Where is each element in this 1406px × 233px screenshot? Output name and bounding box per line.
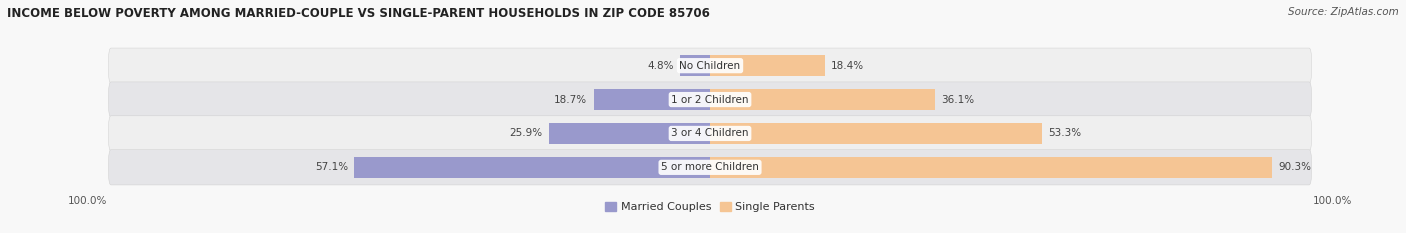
FancyBboxPatch shape xyxy=(108,48,1312,83)
Bar xyxy=(548,123,710,144)
Text: Source: ZipAtlas.com: Source: ZipAtlas.com xyxy=(1288,7,1399,17)
Text: 18.4%: 18.4% xyxy=(831,61,863,71)
Bar xyxy=(354,157,710,178)
Text: 18.7%: 18.7% xyxy=(554,95,588,105)
Text: 4.8%: 4.8% xyxy=(647,61,673,71)
Text: No Children: No Children xyxy=(679,61,741,71)
Text: INCOME BELOW POVERTY AMONG MARRIED-COUPLE VS SINGLE-PARENT HOUSEHOLDS IN ZIP COD: INCOME BELOW POVERTY AMONG MARRIED-COUPL… xyxy=(7,7,710,20)
Text: 1 or 2 Children: 1 or 2 Children xyxy=(671,95,749,105)
Bar xyxy=(710,55,824,76)
FancyBboxPatch shape xyxy=(108,82,1312,117)
Text: 90.3%: 90.3% xyxy=(1278,162,1312,172)
Bar xyxy=(710,123,1042,144)
Legend: Married Couples, Single Parents: Married Couples, Single Parents xyxy=(605,202,815,212)
Text: 3 or 4 Children: 3 or 4 Children xyxy=(671,128,749,138)
Bar xyxy=(710,157,1272,178)
Bar xyxy=(593,89,710,110)
Text: 36.1%: 36.1% xyxy=(941,95,974,105)
Bar xyxy=(710,89,935,110)
Text: 5 or more Children: 5 or more Children xyxy=(661,162,759,172)
Text: 25.9%: 25.9% xyxy=(509,128,543,138)
FancyBboxPatch shape xyxy=(108,116,1312,151)
Text: 57.1%: 57.1% xyxy=(315,162,349,172)
FancyBboxPatch shape xyxy=(108,150,1312,185)
Text: 53.3%: 53.3% xyxy=(1047,128,1081,138)
Bar xyxy=(681,55,710,76)
